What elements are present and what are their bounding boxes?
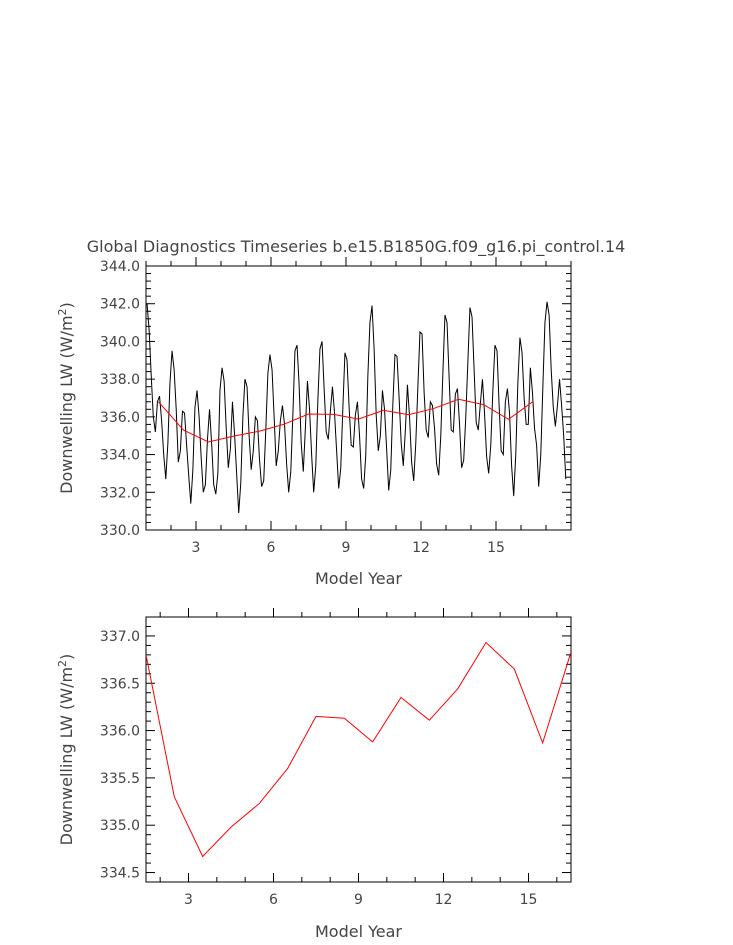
x-tick-label: 6	[267, 540, 276, 556]
y-axis-label: Downwelling LW (W/m2)	[56, 654, 76, 846]
y-tick-label: 336.0	[100, 410, 140, 426]
top-timeseries-panel: 3 6 9 12 15 330.0 332.0 334.0 336.0 338.0 340.0 342…	[56, 257, 572, 588]
annual-mean-series-line	[158, 398, 534, 443]
x-tick-label: 9	[342, 540, 351, 556]
y-tick-label: 344.0	[100, 259, 140, 275]
x-tick-label: 3	[192, 540, 201, 556]
y-tick-label: 340.0	[100, 334, 140, 350]
x-tick-label: 15	[520, 892, 538, 908]
x-tick-label: 12	[412, 540, 430, 556]
y-tick-label: 335.5	[100, 771, 140, 787]
x-tick-label: 6	[269, 892, 278, 908]
y-tick-label: 334.5	[100, 866, 140, 882]
x-tick-label: 9	[354, 892, 363, 908]
x-axis-label: Model Year	[315, 569, 402, 588]
plot-frame	[145, 616, 572, 883]
y-tick-label: 332.0	[100, 485, 140, 501]
y-tick-label: 342.0	[100, 297, 140, 313]
monthly-series-line	[146, 301, 567, 514]
y-tick-label: 335.0	[100, 818, 140, 834]
y-tick-label: 336.5	[100, 676, 140, 692]
annual-mean-series-line	[146, 641, 571, 858]
x-tick-label: 12	[435, 892, 453, 908]
x-axis-label: Model Year	[315, 922, 402, 941]
y-axis-label: Downwelling LW (W/m2)	[56, 302, 76, 494]
y-tick-label: 337.0	[100, 629, 140, 645]
y-tick-label: 338.0	[100, 372, 140, 388]
y-tick-label: 334.0	[100, 448, 140, 464]
y-tick-label: 336.0	[100, 724, 140, 740]
x-tick-label: 3	[184, 892, 193, 908]
bottom-annual-mean-panel: 3 6 9 12 15 334.5 335.0 335.5 336.0 336.5 337.0 Mod…	[56, 608, 572, 941]
x-tick-label: 15	[487, 540, 505, 556]
plot-frame	[145, 265, 572, 531]
y-tick-label: 330.0	[100, 523, 140, 539]
figure-title: Global Diagnostics Timeseries b.e15.B185…	[87, 237, 626, 257]
